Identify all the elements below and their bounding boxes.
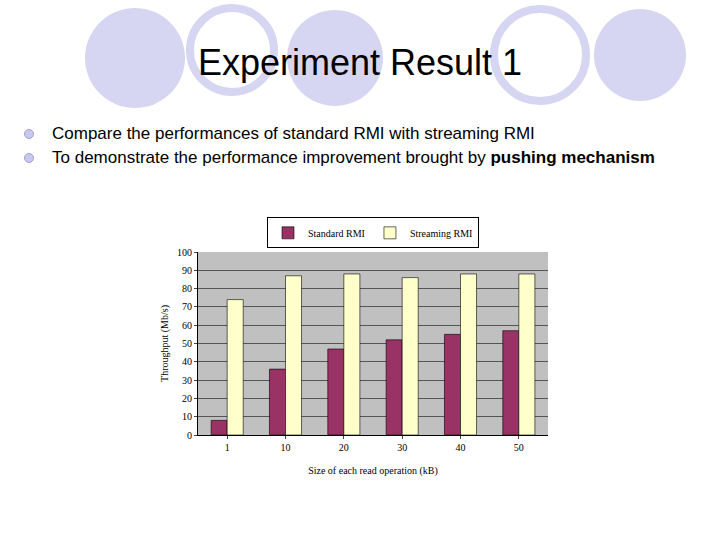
svg-text:0: 0 [187, 430, 192, 441]
html-text:Compare the performances of st: Compare the performances of standard RMI… [52, 124, 535, 143]
svg-text:20: 20 [182, 393, 192, 404]
svg-text:50: 50 [182, 338, 192, 349]
svg-text:20: 20 [339, 442, 349, 453]
svg-text:30: 30 [182, 375, 192, 386]
svg-text:Streaming RMI: Streaming RMI [410, 228, 473, 239]
svg-text:50: 50 [514, 442, 524, 453]
svg-text:Size of each read operation (k: Size of each read operation (kB) [308, 465, 438, 477]
svg-text:40: 40 [456, 442, 466, 453]
svg-text:100: 100 [177, 247, 192, 258]
svg-text:1: 1 [225, 442, 230, 453]
svg-text:10: 10 [182, 411, 192, 422]
html-text:Experiment Result 1: Experiment Result 1 [197, 42, 523, 83]
svg-text:60: 60 [182, 320, 192, 331]
svg-text:Throughput (Mb/s): Throughput (Mb/s) [159, 305, 171, 382]
svg-text:Standard RMI: Standard RMI [308, 228, 365, 239]
svg-text:40: 40 [182, 356, 192, 367]
svg-text:90: 90 [182, 265, 192, 276]
html-text:To demonstrate the performance: To demonstrate the performance improveme… [52, 148, 655, 167]
svg-text:30: 30 [397, 442, 407, 453]
svg-text:70: 70 [182, 301, 192, 312]
svg-text:80: 80 [182, 283, 192, 294]
svg-text:10: 10 [281, 442, 291, 453]
